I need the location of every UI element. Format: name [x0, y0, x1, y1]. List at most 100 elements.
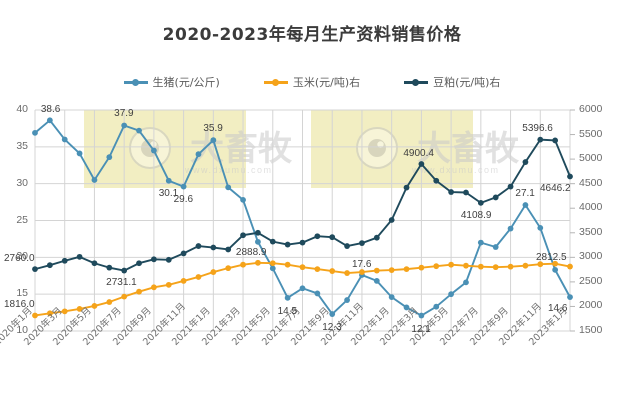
legend-item-pig[interactable]: 生猪(元/公斤) [123, 74, 220, 90]
data-point-pig-23 [373, 278, 380, 284]
data-point-corn-21 [344, 270, 350, 276]
legend-marker-corn [263, 77, 288, 87]
data-point-meal-31 [492, 194, 499, 201]
data-point-pig-15 [255, 238, 261, 245]
data-point-pig-25 [403, 304, 410, 311]
data-point-meal-5 [106, 264, 113, 271]
watermark-logo-1 [356, 127, 398, 169]
data-point-pig-19 [314, 290, 321, 297]
data-label-meal-36: 4646.2 [540, 183, 571, 195]
y-axis-left-tick-2: 20 [16, 250, 28, 263]
data-point-meal-18 [299, 239, 306, 246]
data-point-corn-10 [180, 278, 187, 284]
data-point-pig-2 [61, 136, 68, 143]
y-axis-right-tick-2: 2500 [579, 274, 603, 287]
chart-title: 2020-2023年每月生产资料销售价格 [162, 25, 462, 45]
data-point-meal-33 [522, 159, 529, 165]
y-axis-left-tick-3: 25 [16, 213, 28, 226]
data-point-corn-5 [106, 299, 113, 305]
data-label-pig-20: 12.3 [322, 322, 342, 334]
data-label-pig-6: 37.9 [114, 108, 134, 120]
y-axis-right-tick-4: 3500 [579, 225, 603, 238]
data-point-pig-7 [136, 127, 142, 134]
data-label-meal-26: 4900.4 [403, 148, 434, 159]
right-axis-ticks [570, 109, 575, 332]
data-point-meal-25 [403, 184, 410, 191]
data-point-pig-14 [240, 196, 246, 203]
data-point-pig-33 [522, 202, 529, 208]
y-axis-left-tick-4: 30 [16, 176, 28, 189]
data-point-corn-33 [522, 262, 529, 269]
data-point-pig-29 [463, 279, 469, 286]
data-point-pig-31 [492, 244, 499, 250]
data-point-pig-1 [46, 117, 53, 124]
data-point-pig-34 [537, 224, 544, 231]
data-point-meal-34 [537, 136, 544, 143]
data-point-pig-4 [91, 177, 98, 183]
data-point-meal-28 [448, 189, 455, 195]
data-label-pig-36: 14.6 [548, 303, 568, 315]
data-point-meal-4 [91, 260, 98, 267]
data-point-pig-26 [418, 312, 425, 319]
data-point-corn-35 [552, 260, 559, 267]
data-point-corn-4 [91, 303, 98, 309]
data-label-corn-36: 2812.5 [536, 251, 567, 263]
data-point-corn-13 [225, 265, 232, 272]
data-label-meal-0: 2760.0 [4, 253, 35, 265]
data-point-pig-21 [344, 297, 350, 303]
watermark-site-0: www.dxumu.com [184, 165, 273, 175]
data-point-meal-24 [388, 217, 395, 223]
data-point-corn-15 [255, 259, 261, 266]
data-point-meal-8 [150, 256, 157, 263]
data-point-pig-8 [150, 147, 157, 154]
data-point-pig-36 [567, 294, 573, 301]
watermark-brand-0: 大畜牧 [190, 129, 293, 169]
data-point-corn-28 [448, 261, 455, 268]
data-point-corn-7 [136, 288, 142, 295]
data-label-corn-0: 1816.0 [4, 299, 35, 311]
data-label-pig-1: 38.6 [40, 104, 61, 116]
y-axis-right-tick-0: 1500 [579, 324, 603, 336]
data-point-corn-27 [433, 263, 440, 270]
data-point-corn-16 [269, 260, 276, 267]
data-point-corn-2 [61, 308, 68, 315]
data-point-corn-31 [492, 264, 499, 271]
data-point-corn-12 [210, 269, 217, 275]
legend-marker-pig [123, 77, 148, 87]
legend-marker-meal [404, 77, 429, 87]
data-point-pig-27 [433, 303, 440, 310]
data-point-meal-16 [269, 238, 276, 245]
data-label-pig-9: 30.1 [158, 187, 179, 199]
data-point-meal-17 [284, 241, 291, 248]
data-label-pig-33: 27.1 [515, 188, 535, 200]
data-point-meal-0 [32, 266, 38, 273]
legend-item-meal[interactable]: 豆粕(元/吨)右 [404, 74, 500, 90]
data-point-meal-10 [180, 250, 187, 257]
y-axis-right-tick-7: 5000 [579, 152, 603, 165]
data-point-meal-2 [61, 257, 68, 264]
data-point-corn-6 [121, 293, 128, 300]
data-point-meal-12 [210, 244, 217, 251]
data-point-meal-35 [552, 137, 559, 144]
data-point-pig-24 [388, 294, 395, 301]
data-point-pig-3 [76, 150, 83, 157]
data-label-meal-34: 5396.6 [522, 122, 553, 134]
legend-item-corn[interactable]: 玉米(元/吨)右 [263, 74, 360, 90]
y-axis-right-tick-8: 5500 [579, 127, 603, 140]
data-point-meal-13 [225, 246, 232, 253]
data-point-corn-34 [537, 261, 544, 268]
data-point-pig-20 [329, 311, 336, 317]
data-point-corn-32 [507, 263, 514, 270]
y-axis-right-tick-3: 3000 [579, 250, 603, 263]
data-point-corn-25 [403, 266, 410, 273]
data-point-corn-30 [477, 263, 484, 270]
watermark-site-1: www.dxumu.com [411, 165, 500, 175]
data-point-meal-19 [314, 233, 321, 240]
data-label-pig-17: 14.5 [277, 305, 298, 317]
data-point-pig-10 [180, 183, 187, 190]
data-point-meal-14 [240, 232, 246, 239]
data-point-meal-1 [46, 262, 53, 269]
data-point-meal-29 [463, 189, 469, 196]
data-point-meal-22 [359, 240, 365, 246]
